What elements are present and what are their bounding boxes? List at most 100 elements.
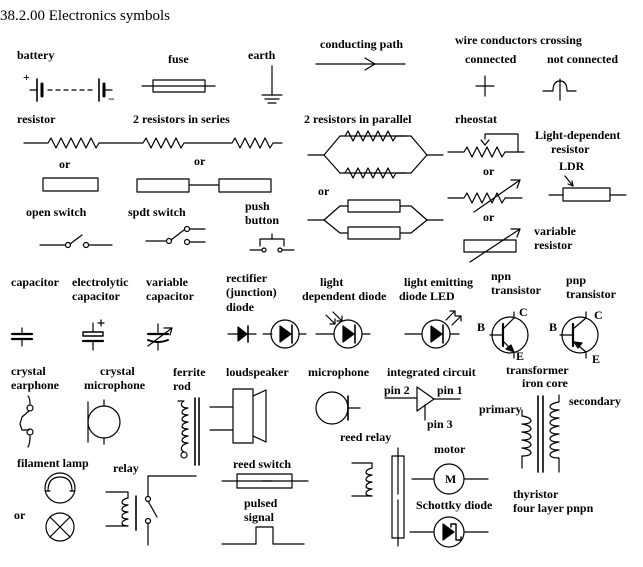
label-electrolytic-line2: capacitor bbox=[72, 289, 120, 303]
label-relay: relay bbox=[113, 461, 139, 475]
diode-in-circle-symbol bbox=[262, 319, 307, 349]
label-npn-emitter: E bbox=[516, 349, 525, 363]
label-or-rheostat: or bbox=[483, 164, 495, 178]
relay-symbol bbox=[105, 475, 197, 546]
label-pin3: pin 3 bbox=[427, 417, 453, 431]
label-primary: primary bbox=[479, 402, 522, 416]
led-symbol bbox=[404, 310, 462, 349]
label-rheostat: rheostat bbox=[455, 112, 497, 126]
label-resistor: resistor bbox=[17, 112, 56, 126]
label-motor-m: M bbox=[445, 472, 457, 486]
label-battery-plus: + bbox=[23, 70, 30, 84]
capacitor-symbol bbox=[10, 327, 34, 347]
lamp-cross-symbol bbox=[45, 512, 75, 542]
series-resistors-box-symbol bbox=[136, 178, 272, 193]
label-or-series: or bbox=[194, 154, 206, 168]
label-variable-resistor-line1: variable bbox=[534, 224, 576, 238]
earth-symbol bbox=[261, 65, 283, 104]
crystal-microphone-symbol bbox=[87, 399, 121, 445]
fuse-symbol bbox=[141, 79, 216, 93]
label-ldr-line2: resistor bbox=[551, 142, 590, 156]
label-led-line2: diode LED bbox=[399, 289, 455, 303]
label-or-resistor: or bbox=[59, 157, 71, 171]
label-battery-minus: − bbox=[108, 92, 115, 106]
reed-relay-symbol bbox=[351, 447, 405, 547]
motor-symbol bbox=[411, 463, 489, 495]
label-led-line1: light emitting bbox=[404, 275, 473, 289]
filament-lamp-symbol bbox=[44, 472, 76, 504]
label-not-connected: not connected bbox=[547, 52, 618, 66]
label-pin2: pin 2 bbox=[384, 383, 410, 397]
label-secondary: secondary bbox=[569, 394, 621, 408]
label-ldd-line2: dependent diode bbox=[302, 289, 387, 303]
light-dependent-diode-symbol bbox=[315, 311, 371, 349]
label-thyristor-line1: thyristor bbox=[513, 487, 559, 501]
spdt-switch-symbol bbox=[145, 225, 206, 246]
label-motor: motor bbox=[434, 442, 466, 456]
crystal-earphone-symbol bbox=[19, 395, 34, 448]
label-push-line2: button bbox=[245, 213, 280, 227]
open-switch-symbol bbox=[39, 234, 113, 249]
label-npn-base: B bbox=[477, 320, 486, 334]
ferrite-rod-symbol bbox=[177, 397, 200, 466]
label-crystal-earphone-line1: crystal bbox=[11, 364, 46, 378]
label-pnp-line1: pnp bbox=[566, 273, 587, 287]
electrolytic-capacitor-symbol bbox=[81, 319, 105, 351]
label-transformer-line1: transformer bbox=[506, 363, 569, 377]
label-open-switch: open switch bbox=[26, 205, 87, 219]
label-or-parallel: or bbox=[318, 184, 330, 198]
label-transformer-line2: iron core bbox=[522, 376, 568, 390]
label-electrolytic-line1: electrolytic bbox=[72, 275, 129, 289]
parallel-resistors-box-symbol bbox=[307, 199, 444, 240]
not-connected-crossing-symbol bbox=[542, 78, 577, 101]
label-pnp-line2: transistor bbox=[566, 287, 616, 301]
resistor-zigzag-symbol bbox=[23, 137, 133, 149]
label-capacitor: capacitor bbox=[11, 275, 59, 289]
integrated-circuit-symbol bbox=[384, 386, 461, 421]
page-title: 38.2.00 Electronics symbols bbox=[0, 8, 170, 24]
variable-resistor-zigzag-symbol bbox=[447, 179, 523, 213]
label-crystal-earphone-line2: earphone bbox=[11, 378, 59, 392]
label-or-variable: or bbox=[483, 210, 495, 224]
label-or-lamp: or bbox=[14, 508, 26, 522]
microphone-symbol bbox=[315, 391, 361, 425]
label-npn-line2: transistor bbox=[491, 283, 541, 297]
ldr-symbol bbox=[548, 175, 627, 202]
label-spdt-switch: spdt switch bbox=[128, 205, 186, 219]
label-earth: earth bbox=[248, 48, 276, 62]
variable-capacitor-symbol bbox=[146, 323, 173, 351]
label-pin1: pin 1 bbox=[437, 383, 463, 397]
label-ferrite-line2: rod bbox=[173, 379, 191, 393]
label-rectifier-line3: diode bbox=[226, 300, 255, 314]
variable-resistor-box-symbol bbox=[463, 228, 521, 263]
resistor-box-symbol bbox=[42, 177, 99, 192]
label-ldd-line1: light bbox=[320, 275, 344, 289]
label-pnp-base: B bbox=[549, 320, 558, 334]
label-pulsed-line2: signal bbox=[244, 510, 275, 524]
label-pulsed-line1: pulsed bbox=[244, 496, 278, 510]
label-rectifier-line1: rectifier bbox=[226, 271, 268, 285]
label-connected: connected bbox=[465, 52, 517, 66]
label-variable-resistor-line2: resistor bbox=[534, 238, 573, 252]
pnp-transistor-symbol bbox=[559, 311, 599, 359]
label-rectifier-line2: (junction) bbox=[226, 285, 277, 299]
transformer-symbol bbox=[521, 394, 560, 473]
label-ferrite-line1: ferrite bbox=[173, 365, 206, 379]
rectifier-diode-symbol bbox=[227, 325, 257, 343]
label-crystal-mic-line1: crystal bbox=[100, 364, 135, 378]
label-loudspeaker: loudspeaker bbox=[226, 365, 289, 379]
label-reed-switch: reed switch bbox=[233, 457, 292, 471]
reed-switch-symbol bbox=[221, 473, 309, 489]
push-button-symbol bbox=[249, 233, 295, 253]
pulsed-signal-symbol bbox=[221, 526, 305, 545]
label-variable-cap-line1: variable bbox=[146, 275, 188, 289]
label-parallel: 2 resistors in parallel bbox=[304, 112, 412, 126]
npn-transistor-symbol bbox=[489, 311, 529, 359]
label-wire-crossing: wire conductors crossing bbox=[455, 33, 582, 47]
label-fuse: fuse bbox=[168, 52, 189, 66]
rheostat-symbol bbox=[447, 133, 525, 158]
label-npn-collector: C bbox=[519, 305, 528, 319]
label-series: 2 resistors in series bbox=[133, 112, 230, 126]
